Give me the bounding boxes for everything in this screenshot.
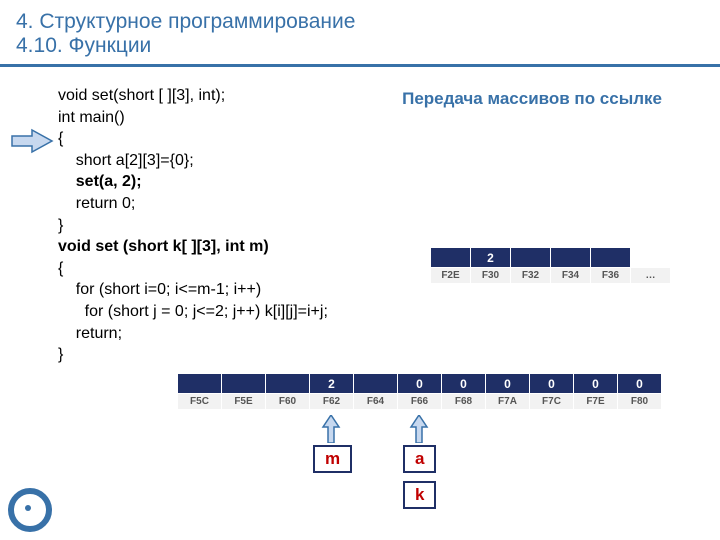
label-m: m bbox=[313, 445, 352, 473]
pointer-arrow-icon bbox=[10, 128, 54, 154]
label-k: k bbox=[403, 481, 436, 509]
slide-header: 4. Структурное программирование 4.10. Фу… bbox=[0, 0, 720, 67]
arrow-a-icon bbox=[409, 415, 429, 443]
code-block: void set(short [ ][3], int);int main(){ … bbox=[58, 85, 690, 366]
title-line2: 4.10. Функции bbox=[16, 34, 704, 58]
memory-table-small: 2F2EF30F32F34F36… bbox=[430, 247, 671, 284]
right-heading: Передача массивов по ссылке bbox=[402, 89, 662, 109]
memory-table-large: 2000000F5CF5EF60F62F64F66F68F7AF7CF7EF80 bbox=[177, 373, 662, 410]
label-a: a bbox=[403, 445, 436, 473]
slide-body: void set(short [ ][3], int);int main(){ … bbox=[0, 67, 720, 376]
corner-logo-icon bbox=[8, 488, 52, 532]
title-line1: 4. Структурное программирование bbox=[16, 10, 704, 34]
arrow-m-icon bbox=[321, 415, 341, 443]
